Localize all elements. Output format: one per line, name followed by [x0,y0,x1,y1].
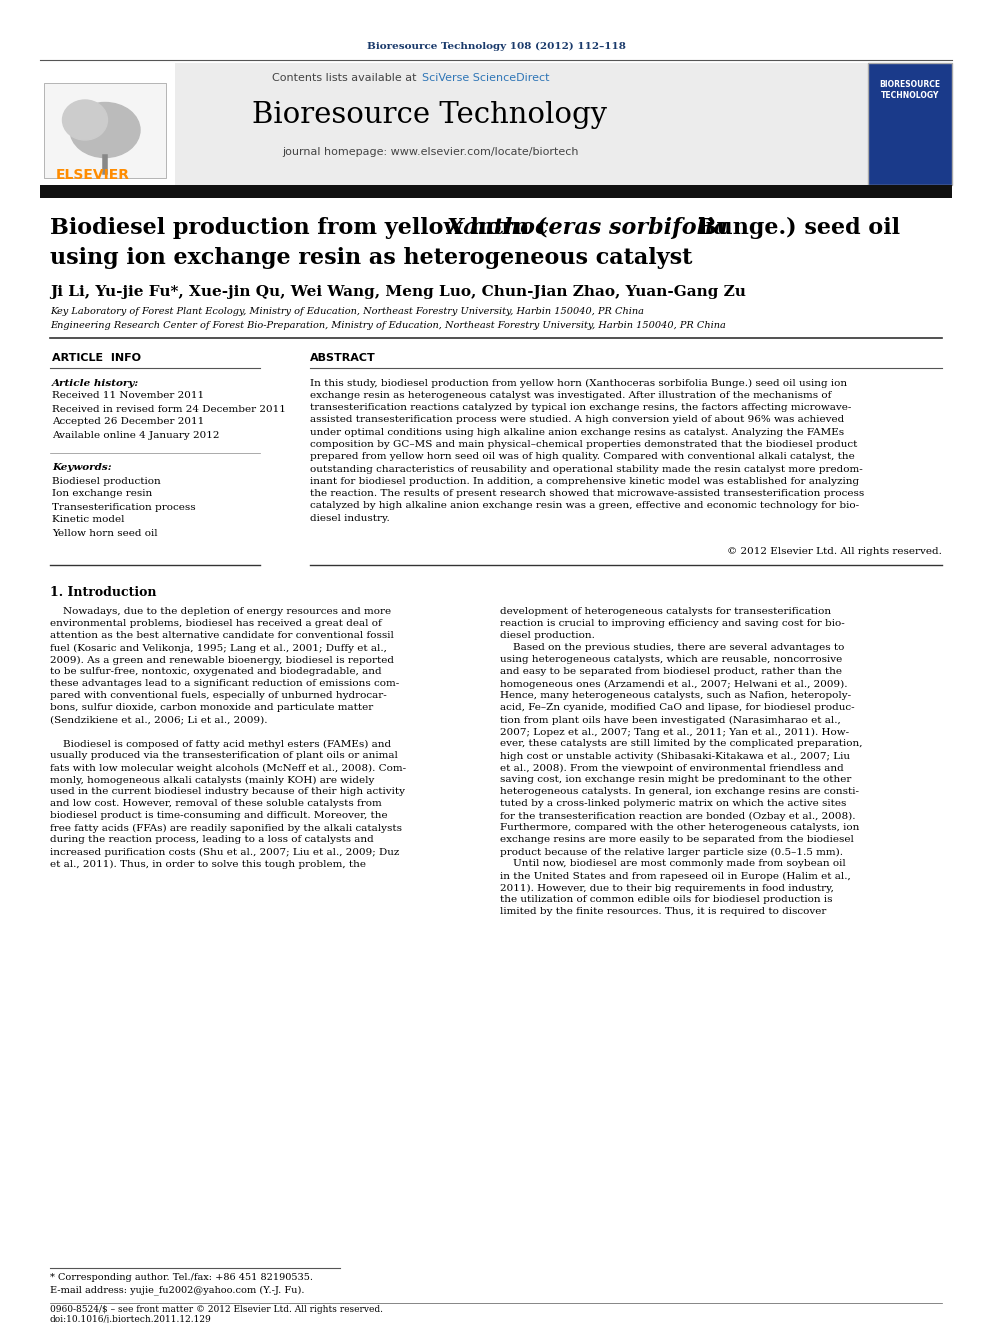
Text: Bunge.) seed oil: Bunge.) seed oil [690,217,900,239]
Text: product because of the relative larger particle size (0.5–1.5 mm).: product because of the relative larger p… [500,848,843,856]
Text: Article history:: Article history: [52,378,139,388]
Text: and easy to be separated from biodiesel product, rather than the: and easy to be separated from biodiesel … [500,668,842,676]
Text: Contents lists available at: Contents lists available at [272,73,420,83]
Text: In this study, biodiesel production from yellow horn (Xanthoceras sorbifolia Bun: In this study, biodiesel production from… [310,378,847,388]
Text: Furthermore, compared with the other heterogeneous catalysts, ion: Furthermore, compared with the other het… [500,823,859,832]
Text: journal homepage: www.elsevier.com/locate/biortech: journal homepage: www.elsevier.com/locat… [282,147,578,157]
Text: used in the current biodiesel industry because of their high activity: used in the current biodiesel industry b… [50,787,405,796]
Text: Biodiesel production from yellow horn (: Biodiesel production from yellow horn ( [50,217,548,239]
Text: in the United States and from rapeseed oil in Europe (Halim et al.,: in the United States and from rapeseed o… [500,872,851,881]
Text: ABSTRACT: ABSTRACT [310,353,376,363]
Text: under optimal conditions using high alkaline anion exchange resins as catalyst. : under optimal conditions using high alka… [310,427,844,437]
Text: 2007; Lopez et al., 2007; Tang et al., 2011; Yan et al., 2011). How-: 2007; Lopez et al., 2007; Tang et al., 2… [500,728,849,737]
Text: Biodiesel is composed of fatty acid methyl esters (FAMEs) and: Biodiesel is composed of fatty acid meth… [50,740,391,749]
Text: and low cost. However, removal of these soluble catalysts from: and low cost. However, removal of these … [50,799,382,808]
Text: development of heterogeneous catalysts for transesterification: development of heterogeneous catalysts f… [500,607,831,617]
Text: exchange resin as heterogeneous catalyst was investigated. After illustration of: exchange resin as heterogeneous catalyst… [310,390,831,400]
Text: Transesterification process: Transesterification process [52,503,195,512]
Text: SciVerse ScienceDirect: SciVerse ScienceDirect [422,73,550,83]
Text: transesterification reactions catalyzed by typical ion exchange resins, the fact: transesterification reactions catalyzed … [310,404,851,411]
Text: Nowadays, due to the depletion of energy resources and more: Nowadays, due to the depletion of energy… [50,607,391,617]
Text: homogeneous ones (Arzamendi et al., 2007; Helwani et al., 2009).: homogeneous ones (Arzamendi et al., 2007… [500,680,847,688]
Text: Bioresource Technology 108 (2012) 112–118: Bioresource Technology 108 (2012) 112–11… [367,41,625,50]
Text: Keywords:: Keywords: [52,463,112,471]
Text: prepared from yellow horn seed oil was of high quality. Compared with convention: prepared from yellow horn seed oil was o… [310,452,855,462]
Text: outstanding characteristics of reusability and operational stability made the re: outstanding characteristics of reusabili… [310,464,863,474]
Text: for the transesterification reaction are bonded (Ozbay et al., 2008).: for the transesterification reaction are… [500,811,855,820]
Text: using heterogeneous catalysts, which are reusable, noncorrosive: using heterogeneous catalysts, which are… [500,655,842,664]
Text: Kinetic model: Kinetic model [52,516,125,524]
Ellipse shape [62,101,107,140]
Text: exchange resins are more easily to be separated from the biodiesel: exchange resins are more easily to be se… [500,836,854,844]
Text: monly, homogeneous alkali catalysts (mainly KOH) are widely: monly, homogeneous alkali catalysts (mai… [50,775,374,785]
Text: free fatty acids (FFAs) are readily saponified by the alkali catalysts: free fatty acids (FFAs) are readily sapo… [50,823,402,832]
Text: Biodiesel production: Biodiesel production [52,476,161,486]
Text: tion from plant oils have been investigated (Narasimharao et al.,: tion from plant oils have been investiga… [500,716,841,725]
Text: Based on the previous studies, there are several advantages to: Based on the previous studies, there are… [500,643,844,652]
Text: biodiesel product is time-consuming and difficult. Moreover, the: biodiesel product is time-consuming and … [50,811,388,820]
Text: inant for biodiesel production. In addition, a comprehensive kinetic model was e: inant for biodiesel production. In addit… [310,476,859,486]
Text: Hence, many heterogeneous catalysts, such as Nafion, heteropoly-: Hence, many heterogeneous catalysts, suc… [500,692,851,700]
FancyBboxPatch shape [868,64,952,185]
Text: Ji Li, Yu-jie Fu*, Xue-jin Qu, Wei Wang, Meng Luo, Chun-Jian Zhao, Yuan-Gang Zu: Ji Li, Yu-jie Fu*, Xue-jin Qu, Wei Wang,… [50,284,746,299]
Text: acid, Fe–Zn cyanide, modified CaO and lipase, for biodiesel produc-: acid, Fe–Zn cyanide, modified CaO and li… [500,704,855,713]
Text: Received 11 November 2011: Received 11 November 2011 [52,392,204,401]
Text: the reaction. The results of present research showed that microwave-assisted tra: the reaction. The results of present res… [310,490,864,499]
Text: * Corresponding author. Tel./fax: +86 451 82190535.: * Corresponding author. Tel./fax: +86 45… [50,1274,313,1282]
Text: (Sendzikiene et al., 2006; Li et al., 2009).: (Sendzikiene et al., 2006; Li et al., 20… [50,716,268,725]
Text: limited by the finite resources. Thus, it is required to discover: limited by the finite resources. Thus, i… [500,908,826,917]
Text: Received in revised form 24 December 2011: Received in revised form 24 December 201… [52,405,286,414]
Text: 0960-8524/$ – see front matter © 2012 Elsevier Ltd. All rights reserved.: 0960-8524/$ – see front matter © 2012 El… [50,1306,383,1315]
Text: the utilization of common edible oils for biodiesel production is: the utilization of common edible oils fo… [500,896,832,905]
Text: high cost or unstable activity (Shibasaki-Kitakawa et al., 2007; Liu: high cost or unstable activity (Shibasak… [500,751,850,761]
Text: fats with low molecular weight alcohols (McNeff et al., 2008). Com-: fats with low molecular weight alcohols … [50,763,406,773]
Text: reaction is crucial to improving efficiency and saving cost for bio-: reaction is crucial to improving efficie… [500,619,845,628]
Text: to be sulfur-free, nontoxic, oxygenated and biodegradable, and: to be sulfur-free, nontoxic, oxygenated … [50,668,382,676]
FancyBboxPatch shape [40,185,952,198]
Text: during the reaction process, leading to a loss of catalysts and: during the reaction process, leading to … [50,836,374,844]
Text: et al., 2008). From the viewpoint of environmental friendless and: et al., 2008). From the viewpoint of env… [500,763,844,773]
Text: increased purification costs (Shu et al., 2007; Liu et al., 2009; Duz: increased purification costs (Shu et al.… [50,848,400,856]
Text: E-mail address: yujie_fu2002@yahoo.com (Y.-J. Fu).: E-mail address: yujie_fu2002@yahoo.com (… [50,1285,305,1295]
Text: Until now, biodiesel are most commonly made from soybean oil: Until now, biodiesel are most commonly m… [500,860,846,868]
Text: bons, sulfur dioxide, carbon monoxide and particulate matter: bons, sulfur dioxide, carbon monoxide an… [50,704,373,713]
FancyBboxPatch shape [44,83,166,179]
Text: ELSEVIER: ELSEVIER [56,168,130,183]
Text: usually produced via the transesterification of plant oils or animal: usually produced via the transesterifica… [50,751,398,761]
Text: et al., 2011). Thus, in order to solve this tough problem, the: et al., 2011). Thus, in order to solve t… [50,860,366,869]
Text: Accepted 26 December 2011: Accepted 26 December 2011 [52,418,204,426]
Text: 2009). As a green and renewable bioenergy, biodiesel is reported: 2009). As a green and renewable bioenerg… [50,655,394,664]
Text: Ion exchange resin: Ion exchange resin [52,490,152,499]
Text: environmental problems, biodiesel has received a great deal of: environmental problems, biodiesel has re… [50,619,382,628]
Text: 2011). However, due to their big requirements in food industry,: 2011). However, due to their big require… [500,884,834,893]
Text: composition by GC–MS and main physical–chemical properties demonstrated that the: composition by GC–MS and main physical–c… [310,441,857,448]
Text: saving cost, ion exchange resin might be predominant to the other: saving cost, ion exchange resin might be… [500,775,851,785]
Text: assisted transesterification process were studied. A high conversion yield of ab: assisted transesterification process wer… [310,415,844,425]
Text: Yellow horn seed oil: Yellow horn seed oil [52,528,158,537]
Text: Engineering Research Center of Forest Bio-Preparation, Ministry of Education, No: Engineering Research Center of Forest Bi… [50,320,726,329]
Ellipse shape [70,102,140,157]
Text: Bioresource Technology: Bioresource Technology [253,101,607,130]
Text: 1. Introduction: 1. Introduction [50,586,157,598]
Text: diesel production.: diesel production. [500,631,595,640]
FancyBboxPatch shape [40,64,175,185]
Text: pared with conventional fuels, especially of unburned hydrocar-: pared with conventional fuels, especiall… [50,692,387,700]
Text: tuted by a cross-linked polymeric matrix on which the active sites: tuted by a cross-linked polymeric matrix… [500,799,846,808]
Text: attention as the best alternative candidate for conventional fossil: attention as the best alternative candid… [50,631,394,640]
Text: fuel (Kosaric and Velikonja, 1995; Lang et al., 2001; Duffy et al.,: fuel (Kosaric and Velikonja, 1995; Lang … [50,643,387,652]
Text: doi:10.1016/j.biortech.2011.12.129: doi:10.1016/j.biortech.2011.12.129 [50,1315,211,1323]
Text: Key Laboratory of Forest Plant Ecology, Ministry of Education, Northeast Forestr: Key Laboratory of Forest Plant Ecology, … [50,307,644,316]
Text: using ion exchange resin as heterogeneous catalyst: using ion exchange resin as heterogeneou… [50,247,692,269]
FancyBboxPatch shape [40,64,952,185]
Text: Xanthoceras sorbifolia: Xanthoceras sorbifolia [446,217,728,239]
Text: these advantages lead to a significant reduction of emissions com-: these advantages lead to a significant r… [50,680,399,688]
Text: diesel industry.: diesel industry. [310,513,390,523]
Text: ARTICLE  INFO: ARTICLE INFO [52,353,141,363]
Text: Available online 4 January 2012: Available online 4 January 2012 [52,430,219,439]
Text: © 2012 Elsevier Ltd. All rights reserved.: © 2012 Elsevier Ltd. All rights reserved… [727,548,942,557]
Text: ever, these catalysts are still limited by the complicated preparation,: ever, these catalysts are still limited … [500,740,862,749]
Text: heterogeneous catalysts. In general, ion exchange resins are consti-: heterogeneous catalysts. In general, ion… [500,787,859,796]
Text: catalyzed by high alkaline anion exchange resin was a green, effective and econo: catalyzed by high alkaline anion exchang… [310,501,859,511]
Text: BIORESOURCE
TECHNOLOGY: BIORESOURCE TECHNOLOGY [880,79,940,101]
